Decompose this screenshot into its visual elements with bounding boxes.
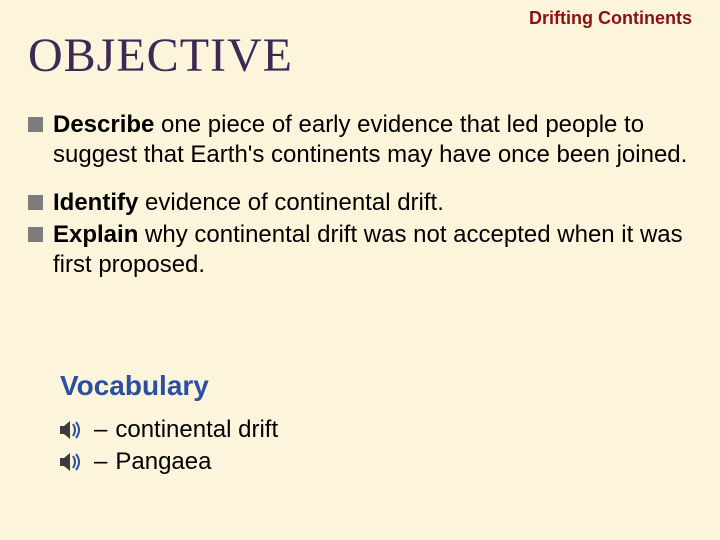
- bullet-text: Identify evidence of continental drift.: [53, 188, 692, 218]
- vocabulary-item: – continental drift: [60, 416, 680, 444]
- square-bullet-icon: [28, 195, 43, 210]
- objective-bullet: Describe one piece of early evidence tha…: [28, 110, 692, 170]
- speaker-icon[interactable]: [60, 421, 82, 439]
- square-bullet-icon: [28, 117, 43, 132]
- vocabulary-section: Vocabulary – continental drift – Pangaea: [60, 370, 680, 480]
- vocab-term: Pangaea: [115, 448, 211, 476]
- slide-title: OBJECTIVE: [28, 28, 293, 83]
- bullet-text: Explain why continental drift was not ac…: [53, 220, 692, 280]
- vocab-dash: –: [94, 416, 107, 444]
- vocab-dash: –: [94, 448, 107, 476]
- bullet-group: Identify evidence of continental drift. …: [28, 188, 692, 280]
- slide: Drifting Continents OBJECTIVE Describe o…: [0, 0, 720, 540]
- vocabulary-item: – Pangaea: [60, 448, 680, 476]
- speaker-icon[interactable]: [60, 453, 82, 471]
- section-header: Drifting Continents: [529, 8, 692, 29]
- vocabulary-heading: Vocabulary: [60, 370, 680, 402]
- bullet-rest: evidence of continental drift.: [138, 189, 444, 216]
- bullet-lead: Identify: [53, 189, 138, 216]
- vocab-term: continental drift: [115, 416, 278, 444]
- body-content: Describe one piece of early evidence tha…: [28, 110, 692, 298]
- bullet-text: Describe one piece of early evidence tha…: [53, 110, 692, 170]
- objective-bullet: Explain why continental drift was not ac…: [28, 220, 692, 280]
- objective-bullet: Identify evidence of continental drift.: [28, 188, 692, 218]
- bullet-rest: why continental drift was not accepted w…: [53, 221, 683, 278]
- bullet-lead: Explain: [53, 221, 138, 248]
- bullet-lead: Describe: [53, 111, 154, 138]
- square-bullet-icon: [28, 227, 43, 242]
